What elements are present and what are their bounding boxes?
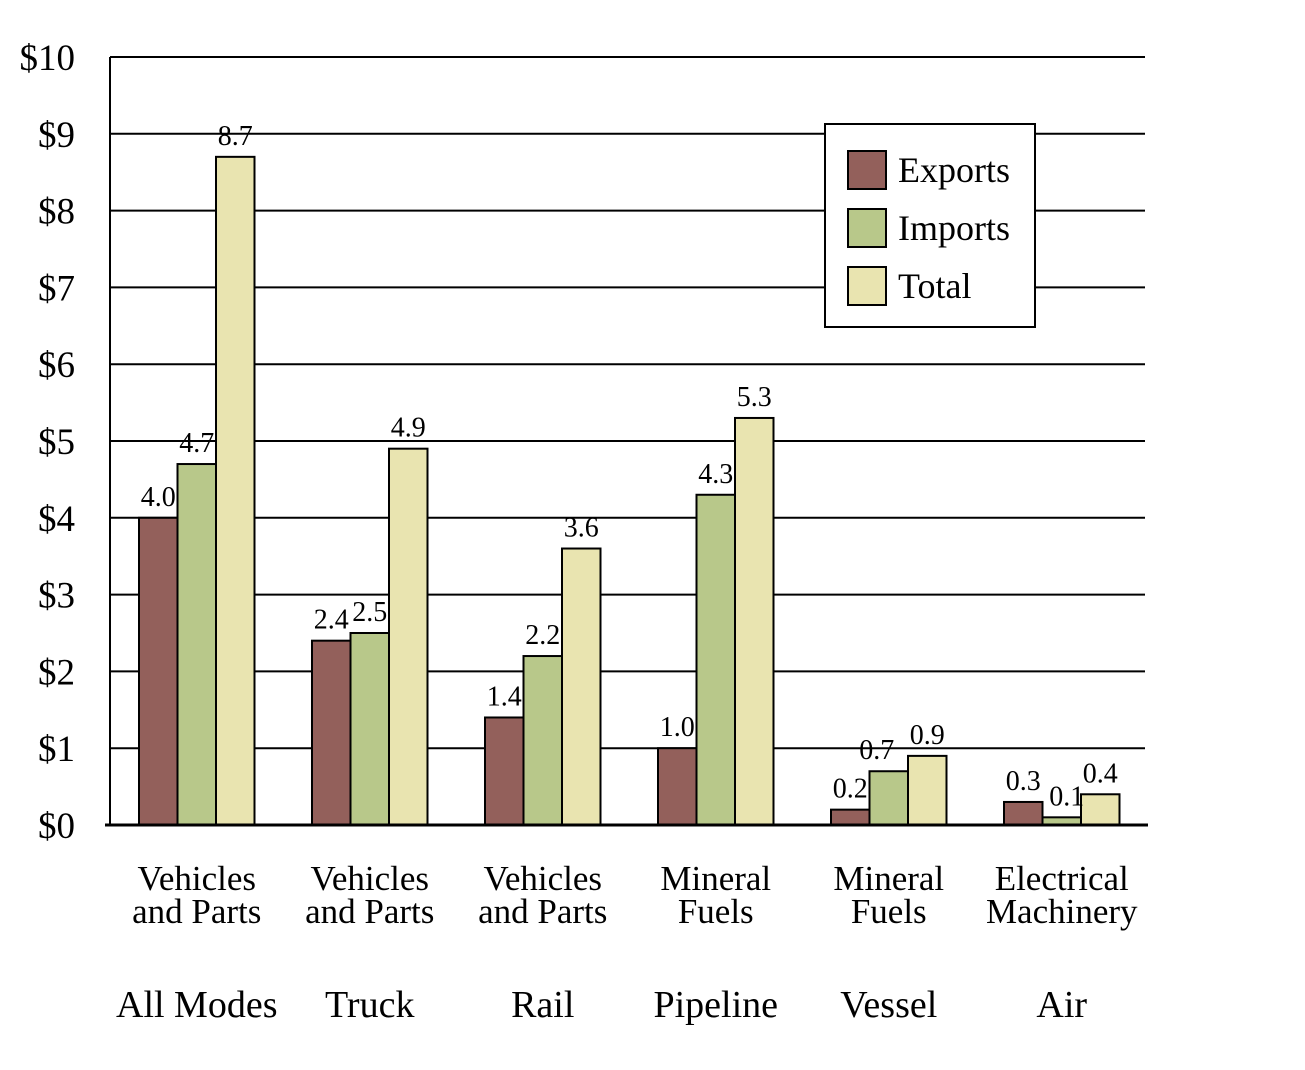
- category-label: Vehicles: [137, 859, 256, 898]
- bar-exports: [484, 716, 525, 826]
- mode-label: Pipeline: [653, 984, 778, 1026]
- y-tick-label: $5: [38, 422, 75, 463]
- bar-total: [734, 416, 775, 826]
- bar-exports: [657, 747, 698, 827]
- legend-swatch-imports: [847, 208, 887, 248]
- bar-exports: [138, 516, 179, 826]
- data-label: 2.4: [314, 605, 349, 636]
- category-label: Machinery: [986, 892, 1138, 931]
- y-tick-label: $10: [20, 38, 76, 79]
- data-label: 1.0: [660, 712, 695, 743]
- mode-label: Air: [1036, 984, 1087, 1026]
- bar-exports: [1003, 800, 1044, 827]
- category-label: and Parts: [132, 892, 261, 931]
- bars: [138, 155, 1121, 827]
- legend-label: Total: [898, 266, 971, 306]
- data-label: 5.3: [737, 382, 772, 413]
- data-label: 4.7: [179, 428, 214, 459]
- y-tick-label: $2: [38, 652, 75, 693]
- category-label: Vehicles: [483, 859, 602, 898]
- legend-label: Imports: [898, 208, 1010, 248]
- data-label: 4.3: [698, 459, 733, 490]
- category-label: Vehicles: [310, 859, 429, 898]
- legend: Exports Imports Total: [824, 123, 1036, 328]
- category-label: Fuels: [851, 892, 927, 931]
- legend-swatch-exports: [847, 150, 887, 190]
- y-axis: $0 $1 $2 $3 $4 $5 $6 $7 $8 $9 $10: [20, 38, 111, 847]
- legend-label: Exports: [898, 150, 1010, 190]
- y-tick-label: $3: [38, 576, 75, 617]
- mode-label: All Modes: [116, 984, 278, 1026]
- data-label: 4.9: [391, 413, 426, 444]
- data-label: 8.7: [218, 121, 253, 152]
- bar-imports: [522, 655, 563, 826]
- bar-total: [561, 547, 602, 827]
- category-label: Electrical: [995, 859, 1129, 898]
- data-label: 3.6: [564, 513, 599, 544]
- data-label: 2.5: [352, 597, 387, 628]
- category-label: Mineral: [833, 859, 944, 898]
- bar-total: [215, 155, 256, 826]
- bar-exports: [830, 808, 871, 827]
- legend-swatch-total: [847, 266, 887, 306]
- data-label: 0.4: [1083, 758, 1118, 789]
- y-tick-label: $9: [38, 115, 75, 156]
- data-label: 4.0: [141, 482, 176, 513]
- y-tick-label: $4: [38, 499, 75, 540]
- data-label: 2.2: [525, 620, 560, 651]
- y-tick-label: $8: [38, 192, 75, 233]
- bar-exports: [311, 639, 352, 826]
- y-tick-label: $1: [38, 729, 75, 770]
- mode-label: Rail: [511, 984, 574, 1026]
- bar-imports: [349, 632, 390, 826]
- mode-label: Truck: [325, 984, 414, 1026]
- data-label: 0.2: [833, 774, 868, 805]
- data-labels: 4.0 2.4 1.4 1.0 0.2 0.3 4.7 2.5 2.2 4.3 0.7 0.1 8.7 4…: [141, 121, 1118, 812]
- category-label: Fuels: [678, 892, 754, 931]
- bar-imports: [176, 463, 217, 826]
- y-tick-label: $6: [38, 345, 75, 386]
- category-label: and Parts: [478, 892, 607, 931]
- mode-label: Vessel: [840, 984, 937, 1026]
- category-label: Mineral: [660, 859, 771, 898]
- bar-imports: [868, 770, 909, 826]
- bar-total: [907, 754, 948, 827]
- data-label: 0.1: [1049, 781, 1084, 812]
- bar-total: [388, 447, 429, 826]
- data-label: 0.7: [859, 735, 894, 766]
- bar-imports: [695, 493, 736, 826]
- y-tick-label: $7: [38, 268, 75, 309]
- data-label: 0.9: [910, 720, 945, 751]
- category-label: and Parts: [305, 892, 434, 931]
- data-label: 1.4: [487, 681, 522, 712]
- bar-total: [1080, 793, 1121, 827]
- y-tick-label: $0: [38, 806, 75, 847]
- data-label: 0.3: [1006, 766, 1041, 797]
